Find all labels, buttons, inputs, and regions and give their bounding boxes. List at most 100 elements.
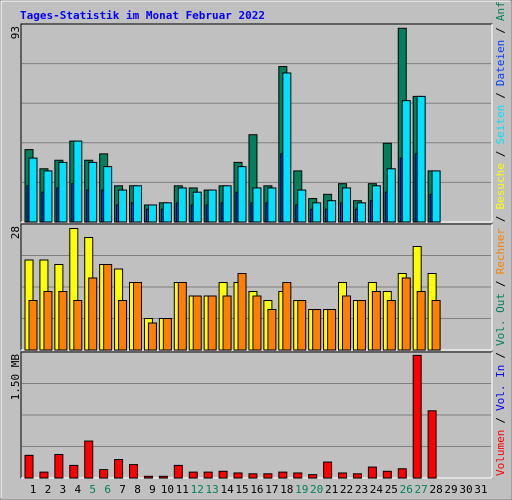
bar <box>367 466 377 479</box>
bar <box>173 464 183 479</box>
x-tick-label: 28 <box>429 483 442 496</box>
bar <box>278 471 288 479</box>
x-tick-label: 9 <box>149 483 156 496</box>
bar <box>431 170 441 223</box>
bar <box>58 161 68 223</box>
x-tick-label: 18 <box>280 483 293 496</box>
x-tick-label: 23 <box>355 483 368 496</box>
x-tick-label: 29 <box>444 483 457 496</box>
bar <box>222 295 232 351</box>
bar <box>386 300 396 351</box>
bar <box>412 354 422 479</box>
bar <box>84 440 94 479</box>
bar <box>147 204 157 223</box>
bar <box>356 300 366 351</box>
bar <box>237 166 247 223</box>
bar <box>73 300 83 351</box>
bar <box>267 187 277 223</box>
bar <box>233 472 243 479</box>
bar <box>282 282 292 351</box>
legend-entry: Anfragen <box>494 0 507 21</box>
bar <box>188 471 198 479</box>
x-tick-label: 10 <box>161 483 174 496</box>
x-tick-label: 20 <box>310 483 323 496</box>
legend-entry: Seiten <box>494 105 507 145</box>
bar <box>282 72 292 223</box>
bar <box>338 472 348 479</box>
bar <box>162 202 172 223</box>
bar <box>177 282 187 351</box>
y-tick-label: 93 <box>9 26 22 39</box>
bar <box>118 300 128 351</box>
bar <box>24 454 34 479</box>
bar <box>222 185 232 223</box>
legend-entry: Dateien <box>494 40 507 86</box>
bar <box>114 459 124 479</box>
x-tick-label: 3 <box>60 483 67 496</box>
bar <box>58 291 68 351</box>
bar <box>237 273 247 351</box>
x-tick-label: 26 <box>400 483 413 496</box>
bar <box>371 185 381 223</box>
bar <box>312 202 322 223</box>
bar <box>177 187 187 223</box>
x-tick-label: 12 <box>191 483 204 496</box>
bar <box>207 295 217 351</box>
bar <box>397 468 407 479</box>
bar <box>88 161 98 223</box>
chart-title: Tages-Statistik im Monat Februar 2022 <box>20 9 265 22</box>
legend-separator: / <box>494 417 507 424</box>
x-tick-label: 25 <box>385 483 398 496</box>
x-tick-label: 14 <box>220 483 234 496</box>
bar <box>133 282 143 351</box>
bar <box>293 472 303 479</box>
bar <box>248 473 258 479</box>
x-tick-label: 1 <box>30 483 37 496</box>
legend-entry: Besuche <box>494 163 507 209</box>
bar <box>69 464 79 479</box>
y-tick-label: 28 <box>9 226 22 239</box>
bar <box>162 318 172 351</box>
x-tick-label: 7 <box>119 483 126 496</box>
bar <box>356 202 366 223</box>
bar <box>28 157 38 223</box>
bar <box>129 464 139 479</box>
legend-entry: Volumen <box>494 430 507 476</box>
x-tick-label: 15 <box>235 483 248 496</box>
x-tick-label: 16 <box>250 483 263 496</box>
x-tick-label: 11 <box>176 483 189 496</box>
bar <box>143 475 153 479</box>
bar <box>312 309 322 351</box>
bar <box>342 295 352 351</box>
bar <box>308 474 318 479</box>
bar <box>118 189 128 223</box>
x-tick-label: 8 <box>134 483 141 496</box>
bar <box>158 475 168 479</box>
bar <box>192 295 202 351</box>
bar <box>371 291 381 351</box>
bar <box>327 309 337 351</box>
bar <box>203 471 213 479</box>
legend-entry: Vol. In <box>494 365 507 411</box>
bar <box>28 300 38 351</box>
bar <box>218 470 228 479</box>
legend-entry: Rechner <box>494 228 507 275</box>
bar <box>263 473 273 479</box>
bar <box>103 264 113 351</box>
bar <box>352 473 362 479</box>
bar <box>382 470 392 479</box>
bar <box>427 410 437 479</box>
legend-separator: / <box>494 150 507 157</box>
bar <box>252 295 262 351</box>
x-tick-label: 17 <box>265 483 278 496</box>
x-tick-label: 4 <box>74 483 81 496</box>
bar <box>386 168 396 223</box>
legend: Volumen / Vol. In / Vol. Out / Rechner / Besuche… <box>494 0 507 476</box>
x-tick-label: 24 <box>370 483 384 496</box>
bar <box>327 200 337 223</box>
bar <box>43 170 53 223</box>
legend-entry: Vol. Out <box>494 293 507 346</box>
legend-separator: / <box>494 27 507 34</box>
y-tick-label: 1.50 MB <box>9 354 22 401</box>
